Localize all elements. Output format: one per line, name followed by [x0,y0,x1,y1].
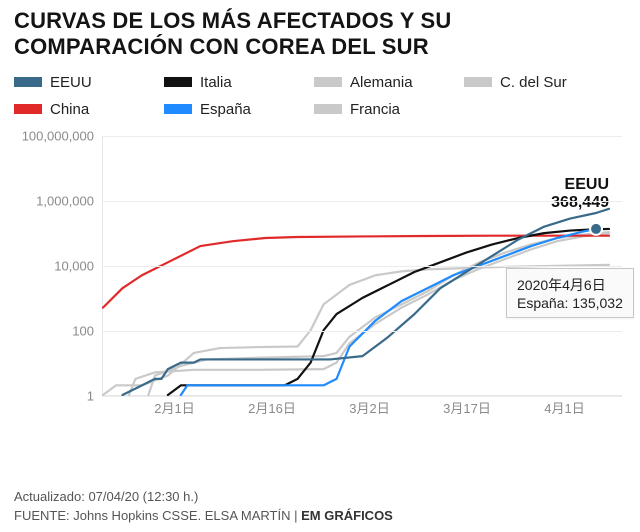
tooltip: 2020年4月6日 España: 135,032 [506,268,634,318]
source-brand: EM GRÁFICOS [301,508,393,523]
legend-label: China [50,101,89,118]
legend-swatch [164,104,192,114]
legend-item: C. del Sur [464,74,614,91]
legend-label: Italia [200,74,232,91]
legend-label: C. del Sur [500,74,567,91]
updated-value: 07/04/20 (12:30 h.) [88,489,198,504]
source-label: FUENTE: [14,508,70,523]
legend-label: España [200,101,251,118]
callout-value: 368,449 [551,194,609,212]
legend-label: Alemania [350,74,413,91]
legend-item: Alemania [314,74,464,91]
legend-label: EEUU [50,74,92,91]
x-tick-label: 3月2日 [349,398,389,417]
gridline [103,266,622,267]
tooltip-value: España: 135,032 [517,295,623,311]
legend-swatch [464,77,492,87]
legend-swatch [314,104,342,114]
callout-label: EEUU [551,176,609,194]
legend-label: Francia [350,101,400,118]
legend-item: España [164,101,314,118]
y-tick-label: 1,000,000 [14,193,94,208]
gridline [103,201,622,202]
source-value: Johns Hopkins CSSE. ELSA MARTÍN [73,508,290,523]
legend-item: EEUU [14,74,164,91]
y-tick-label: 100,000,000 [14,128,94,143]
callout-dot [590,223,602,235]
page-title: CURVAS DE LOS MÁS AFECTADOS Y SU COMPARA… [14,8,626,60]
footer: Actualizado: 07/04/20 (12:30 h.) FUENTE:… [14,488,393,526]
tooltip-date: 2020年4月6日 [517,275,623,295]
legend-item: Francia [314,101,464,118]
x-tick-label: 2月16日 [248,398,296,417]
x-tick-label: 4月1日 [544,398,584,417]
x-tick-label: 3月17日 [443,398,491,417]
legend-swatch [164,77,192,87]
legend-item: Italia [164,74,314,91]
chart: 110010,0001,000,000100,000,000 EEUU 368,… [14,136,624,446]
y-tick-label: 100 [14,323,94,338]
gridline [103,396,622,397]
y-tick-label: 1 [14,388,94,403]
gridline [103,331,622,332]
legend-swatch [14,77,42,87]
updated-label: Actualizado: [14,489,85,504]
x-tick-label: 2月1日 [154,398,194,417]
y-tick-label: 10,000 [14,258,94,273]
legend-swatch [14,104,42,114]
plot-area: EEUU 368,449 2020年4月6日 España: 135,032 2… [102,136,622,396]
callout-eeuu: EEUU 368,449 [551,176,609,213]
legend: EEUU Italia Alemania C. del Sur China España F… [14,74,626,118]
legend-item: China [14,101,164,118]
gridline [103,136,622,137]
legend-swatch [314,77,342,87]
